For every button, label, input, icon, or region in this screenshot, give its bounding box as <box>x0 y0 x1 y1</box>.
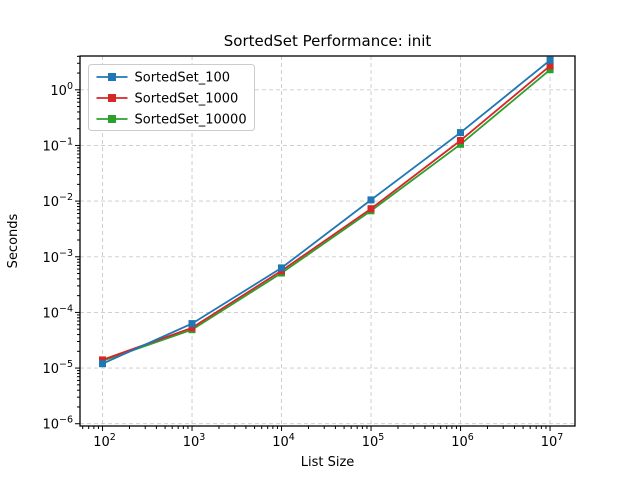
series-marker-SortedSet_1000 <box>546 62 554 70</box>
legend-label-SortedSet_100: SortedSet_100 <box>135 71 231 86</box>
legend-label-SortedSet_1000: SortedSet_1000 <box>135 92 239 107</box>
series-marker-SortedSet_10000 <box>457 140 464 148</box>
legend-marker-SortedSet_10000 <box>108 115 116 123</box>
series-marker-SortedSet_100 <box>99 360 106 368</box>
legend: SortedSet_100 SortedSet_1000 SortedSet_100… <box>88 64 255 131</box>
legend-box <box>88 64 255 131</box>
series-marker-SortedSet_1000 <box>188 324 196 332</box>
series-marker-SortedSet_100 <box>546 56 554 64</box>
plot-border <box>79 55 576 427</box>
series-line-SortedSet_1000 <box>102 65 551 361</box>
legend-marker-SortedSet_1000 <box>108 94 116 102</box>
series-marker-SortedSet_100 <box>457 129 464 137</box>
series-marker-SortedSet_1000 <box>99 356 106 364</box>
series-line-SortedSet_100 <box>102 59 551 365</box>
chart-title: SortedSet Performance: init <box>224 32 432 50</box>
series-marker-SortedSet_100 <box>188 320 196 328</box>
series-marker-SortedSet_100 <box>367 196 375 204</box>
series-marker-SortedSet_1000 <box>367 205 375 213</box>
series-layer <box>99 56 554 368</box>
legend-marker-SortedSet_100 <box>108 73 116 81</box>
series-line-SortedSet_10000 <box>102 69 551 362</box>
series-marker-SortedSet_1000 <box>457 137 464 144</box>
x-axis-label: List Size <box>301 455 355 470</box>
grid-layer <box>80 56 575 426</box>
series-marker-SortedSet_100 <box>278 264 285 272</box>
series-marker-SortedSet_10000 <box>546 66 554 74</box>
y-axis-label: Seconds <box>6 213 21 268</box>
legend-label-SortedSet_10000: SortedSet_10000 <box>135 113 247 128</box>
